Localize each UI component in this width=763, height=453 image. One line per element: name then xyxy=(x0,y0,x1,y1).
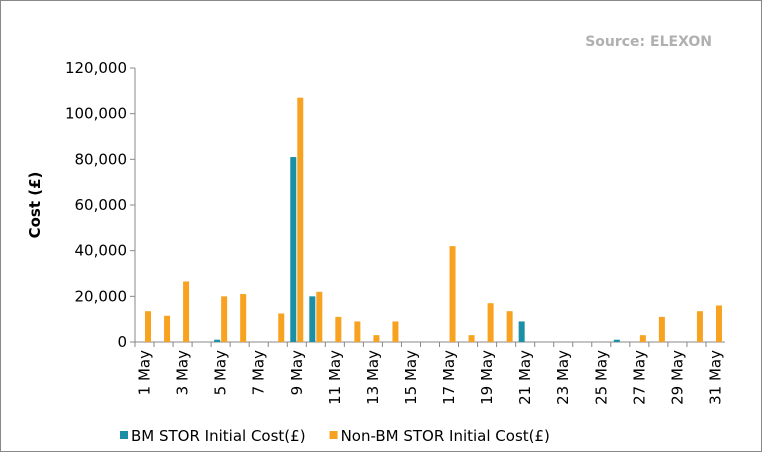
x-tick-label: 19 May xyxy=(478,350,496,405)
bar xyxy=(639,335,646,342)
bar xyxy=(468,335,475,342)
bar xyxy=(335,316,342,342)
y-tick-label: 80,000 xyxy=(75,150,128,168)
bar xyxy=(696,311,703,342)
bar xyxy=(316,291,323,342)
bar xyxy=(487,303,494,342)
bar xyxy=(392,321,399,342)
y-tick-label: 0 xyxy=(117,333,127,351)
x-tick-label: 9 May xyxy=(288,350,306,395)
source-note: Source: ELEXON xyxy=(585,34,712,50)
y-tick-label: 60,000 xyxy=(75,196,128,214)
y-axis-title: Cost (£) xyxy=(26,172,44,239)
bar xyxy=(240,294,247,342)
bar xyxy=(183,281,190,342)
bar xyxy=(449,246,456,342)
x-tick-label: 13 May xyxy=(364,350,382,405)
bar xyxy=(506,311,513,342)
x-tick-label: 29 May xyxy=(668,350,686,405)
x-tick-label: 21 May xyxy=(516,350,534,405)
legend-label: Non-BM STOR Initial Cost(£) xyxy=(341,427,550,445)
legend-swatch xyxy=(120,431,128,439)
x-tick-label: 27 May xyxy=(630,350,648,405)
bar xyxy=(278,313,285,342)
bar xyxy=(297,97,304,342)
bar xyxy=(518,321,525,342)
bar xyxy=(309,296,316,342)
legend-swatch xyxy=(329,431,338,439)
bar xyxy=(658,316,665,342)
bar xyxy=(214,339,221,342)
x-tick-label: 5 May xyxy=(212,350,230,395)
x-tick-label: 31 May xyxy=(706,350,724,405)
bar xyxy=(613,339,620,342)
bar xyxy=(715,305,722,342)
y-tick-label: 100,000 xyxy=(65,105,127,123)
y-tick-label: 20,000 xyxy=(75,287,128,305)
bar xyxy=(290,157,297,342)
x-tick-label: 15 May xyxy=(402,350,420,405)
y-tick-label: 120,000 xyxy=(65,59,127,77)
bar xyxy=(373,335,380,342)
x-tick-label: 25 May xyxy=(592,350,610,405)
y-tick-label: 40,000 xyxy=(75,242,128,260)
legend-label: BM STOR Initial Cost(£) xyxy=(131,427,306,445)
x-tick-label: 7 May xyxy=(250,350,268,395)
bar xyxy=(221,296,228,342)
x-tick-label: 3 May xyxy=(174,350,192,395)
x-tick-label: 11 May xyxy=(326,350,344,405)
x-tick-label: 17 May xyxy=(440,350,458,405)
x-tick-label: 23 May xyxy=(554,350,572,405)
bar xyxy=(354,321,361,342)
bar xyxy=(145,311,152,342)
bar xyxy=(164,315,171,342)
x-tick-label: 1 May xyxy=(136,350,154,395)
